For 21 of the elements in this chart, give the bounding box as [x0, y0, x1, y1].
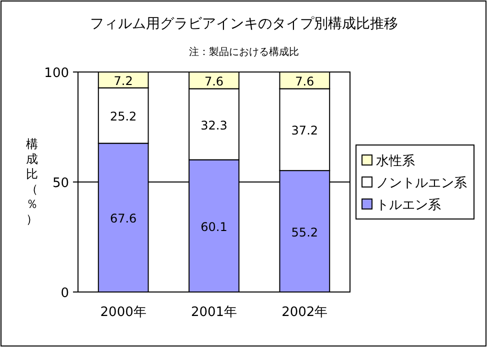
xtick: 2000年 [100, 305, 146, 320]
data-label: 7.2 [114, 74, 133, 88]
ylabel: 構成比（％） [26, 137, 38, 226]
xtick: 2001年 [190, 305, 238, 320]
xtick: 2002年 [282, 305, 328, 320]
data-label: 7.6 [295, 74, 314, 88]
ytick: 50 [52, 176, 69, 191]
subtitle: 注：製品における構成比 [189, 47, 299, 58]
data-label: 25.2 [110, 110, 137, 124]
data-label: 7.6 [204, 74, 224, 88]
data-label: 60.1 [200, 220, 228, 234]
legend-label: ノントルエン系 [376, 176, 467, 191]
legend-label: 水性系 [376, 154, 415, 169]
ytick: 100 [44, 66, 69, 81]
data-label: 32.3 [200, 118, 228, 132]
data-label: 55.2 [291, 225, 318, 240]
legend-label: トルエン系 [376, 198, 441, 213]
data-label: 37.2 [291, 124, 318, 138]
data-label: 67.6 [110, 212, 137, 226]
title: フィルム用グラビアインキのタイプ別構成比推移 [90, 16, 398, 32]
ytick: 0 [60, 286, 69, 301]
